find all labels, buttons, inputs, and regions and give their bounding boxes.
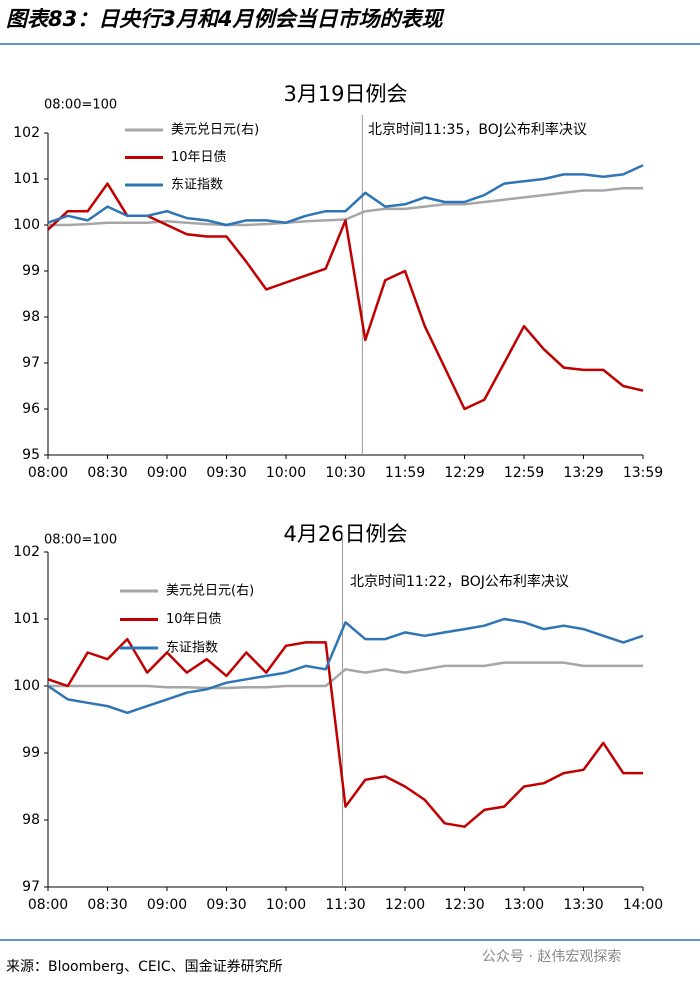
x-tick-label: 09:00 xyxy=(147,897,187,913)
chart-title: 4月26日例会 xyxy=(283,522,407,546)
y-tick-label: 95 xyxy=(22,447,40,463)
x-tick-label: 11:30 xyxy=(325,897,365,913)
y-tick-label: 97 xyxy=(22,879,40,895)
y-tick-label: 102 xyxy=(13,544,40,560)
y-axis-label: 08:00=100 xyxy=(44,533,117,548)
y-tick-label: 100 xyxy=(13,217,40,233)
x-tick-label: 13:30 xyxy=(563,897,603,913)
x-tick-label: 08:30 xyxy=(87,897,127,913)
y-tick-label: 98 xyxy=(22,309,40,325)
series-line xyxy=(47,182,644,411)
legend-label: 10年日债 xyxy=(166,612,222,627)
x-tick-label: 13:00 xyxy=(504,897,544,913)
x-tick-label: 09:30 xyxy=(206,465,246,481)
x-tick-label: 11:59 xyxy=(385,465,425,481)
y-tick-label: 98 xyxy=(22,812,40,828)
x-tick-label: 10:30 xyxy=(325,465,365,481)
series-line xyxy=(47,164,644,227)
y-tick-label: 102 xyxy=(13,125,40,141)
y-tick-label: 101 xyxy=(13,171,40,187)
x-tick-label: 10:00 xyxy=(266,897,306,913)
x-tick-label: 10:00 xyxy=(266,465,306,481)
y-tick-label: 96 xyxy=(22,401,40,417)
series-line xyxy=(48,661,643,690)
x-tick-label: 13:29 xyxy=(563,465,603,481)
chart-title: 3月19日例会 xyxy=(283,82,407,106)
source-note: 来源：Bloomberg、CEIC、国金证券研究所 xyxy=(6,959,283,975)
x-tick-label: 14:00 xyxy=(623,897,663,913)
x-tick-label: 08:00 xyxy=(28,465,68,481)
y-tick-label: 99 xyxy=(22,263,40,279)
x-tick-label: 09:00 xyxy=(147,465,187,481)
page-title: 图表83：日央行3月和4月例会当日市场的表现 xyxy=(6,7,445,31)
legend-label: 东证指数 xyxy=(171,178,223,193)
y-tick-label: 99 xyxy=(22,745,40,761)
legend-label: 10年日债 xyxy=(171,150,227,165)
x-tick-label: 12:30 xyxy=(444,897,484,913)
annotation: 北京时间11:35，BOJ公布利率决议 xyxy=(368,121,587,138)
x-tick-label: 12:59 xyxy=(504,465,544,481)
x-tick-label: 08:00 xyxy=(28,897,68,913)
legend-label: 美元兑日元(右) xyxy=(166,584,254,599)
x-tick-label: 08:30 xyxy=(87,465,127,481)
y-tick-label: 100 xyxy=(13,678,40,694)
series-line xyxy=(47,617,644,715)
legend-label: 美元兑日元(右) xyxy=(171,123,259,138)
series-line xyxy=(47,637,643,828)
y-tick-label: 97 xyxy=(22,355,40,371)
y-tick-label: 101 xyxy=(13,611,40,627)
x-tick-label: 09:30 xyxy=(206,897,246,913)
watermark: 公众号 · 赵伟宏观探索 xyxy=(482,948,621,965)
x-tick-label: 13:59 xyxy=(623,465,663,481)
legend-label: 东证指数 xyxy=(166,641,218,656)
annotation: 北京时间11:22，BOJ公布利率决议 xyxy=(350,573,569,590)
x-tick-label: 12:00 xyxy=(385,897,425,913)
y-axis-label: 08:00=100 xyxy=(44,98,117,113)
x-tick-label: 12:29 xyxy=(444,465,484,481)
